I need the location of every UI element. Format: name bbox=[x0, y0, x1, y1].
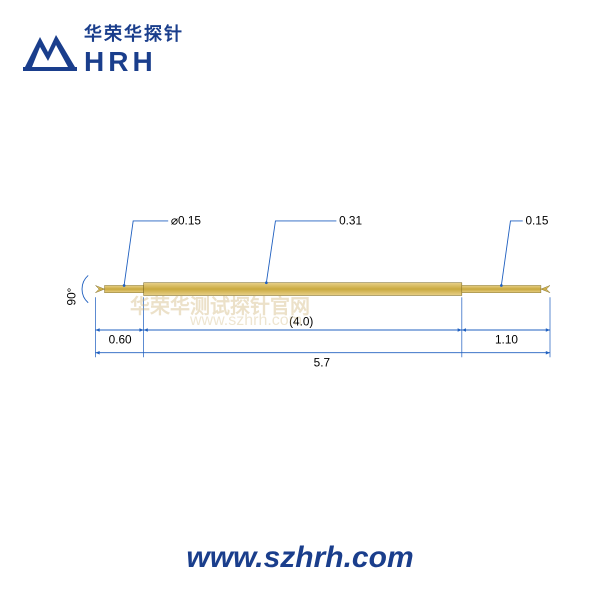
technical-drawing: ⌀0.15 0.31 0.15 90° 0.60 (4.0) 1.10 5.7 bbox=[0, 180, 600, 380]
svg-text:1.10: 1.10 bbox=[495, 333, 518, 347]
svg-text:0.15: 0.15 bbox=[525, 214, 548, 228]
website-url: www.szhrh.com bbox=[0, 541, 600, 575]
svg-text:(4.0): (4.0) bbox=[289, 314, 313, 328]
svg-text:0.31: 0.31 bbox=[339, 214, 362, 228]
logo-icon bbox=[20, 27, 80, 72]
logo-chinese-text: 华荣华探针 bbox=[84, 20, 184, 46]
logo-english-text: HRH bbox=[84, 46, 184, 78]
svg-text:0.60: 0.60 bbox=[109, 333, 132, 347]
svg-text:5.7: 5.7 bbox=[314, 355, 330, 369]
logo-block: 华荣华探针 HRH bbox=[20, 20, 184, 78]
svg-text:90°: 90° bbox=[64, 287, 78, 305]
svg-text:⌀0.15: ⌀0.15 bbox=[171, 214, 202, 228]
